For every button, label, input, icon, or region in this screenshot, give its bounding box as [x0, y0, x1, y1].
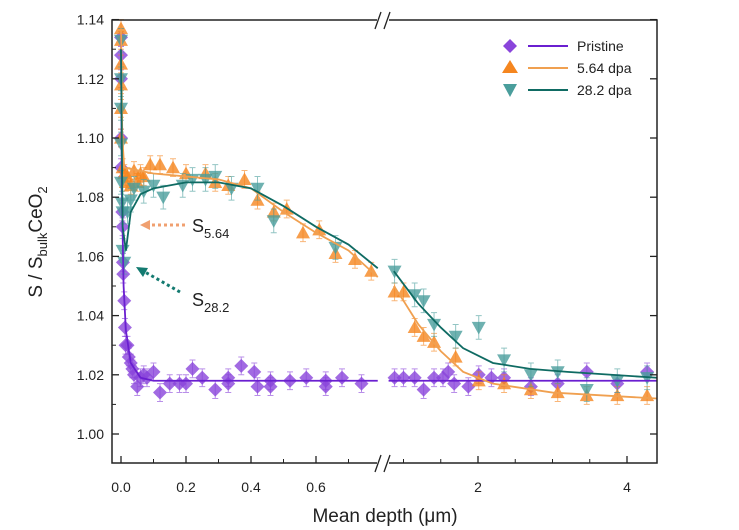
data-point-up [427, 335, 442, 348]
axis-break-bottom [374, 454, 391, 473]
series-5-64-dpa [114, 19, 655, 405]
data-point-diamond [208, 382, 223, 397]
data-point-down [497, 354, 512, 367]
plot-frame [111, 19, 658, 464]
data-point-diamond [447, 376, 462, 391]
axes: 1.00 1.02 1.04 1.06 1.08 1.10 1.12 1.14 0.0 0.2 0.… [77, 12, 657, 495]
y-tick-label: 1.04 [77, 308, 104, 324]
data-point-diamond [335, 370, 349, 385]
data-point-up [448, 350, 463, 363]
data-point-diamond [234, 358, 249, 373]
data-point-diamond [146, 364, 161, 379]
legend-item-pristine: Pristine [503, 38, 624, 54]
data-point-down [198, 173, 213, 187]
data-point-down [640, 372, 655, 385]
y-tick-label: 1.10 [77, 130, 104, 146]
data-point-down [579, 384, 594, 397]
data-point-diamond [579, 364, 594, 379]
svg-text:Pristine: Pristine [577, 38, 624, 54]
data-point-diamond [299, 370, 314, 385]
data-point-diamond [250, 379, 265, 394]
data-point-diamond [153, 385, 167, 400]
data-point-up [640, 388, 655, 402]
y-tick-label: 1.14 [77, 12, 104, 28]
data-point-diamond [407, 370, 422, 385]
data-point-down [146, 179, 161, 193]
annotation-s564: S5.64 [140, 216, 229, 241]
data-point-diamond [195, 370, 210, 385]
y-tick-label: 1.00 [77, 426, 104, 442]
legend-item-564dpa: 5.64 dpa [502, 60, 632, 76]
y-axis-label: S / SbulkCeO2 [26, 186, 50, 297]
data-point-up [348, 252, 362, 265]
data-point-diamond [416, 382, 431, 397]
series-28-2-dpa [114, 27, 655, 402]
data-point-down [117, 256, 132, 270]
y-tick-label: 1.02 [77, 367, 104, 383]
svg-text:S5.64: S5.64 [192, 216, 229, 241]
axis-break-top [374, 11, 391, 30]
data-point-diamond [247, 364, 262, 379]
fit-line [393, 285, 657, 400]
data-point-up [296, 225, 310, 239]
plot-marks [114, 19, 657, 405]
data-point-up [237, 172, 252, 186]
x-tick-label: 4 [623, 479, 631, 495]
data-point-diamond [185, 361, 200, 376]
data-point-up [610, 388, 625, 402]
svg-text:S28.2: S28.2 [192, 290, 229, 315]
data-point-down [250, 182, 265, 196]
fit-line [120, 49, 379, 269]
data-point-down [471, 321, 486, 335]
y-tick-label: 1.12 [77, 71, 104, 87]
data-point-down [208, 170, 223, 184]
legend-item-282dpa: 28.2 dpa [503, 82, 632, 98]
data-point-diamond [461, 379, 476, 394]
x-axis-label: Mean depth (μm) [312, 506, 457, 527]
x-tick-label: 2 [474, 479, 482, 495]
svg-text:28.2 dpa: 28.2 dpa [577, 82, 632, 98]
legend: Pristine 5.64 dpa 28.2 dpa [502, 38, 632, 98]
data-point-up [153, 157, 167, 171]
data-point-diamond [441, 364, 456, 379]
data-point-down [156, 191, 171, 205]
svg-text:5.64 dpa: 5.64 dpa [577, 60, 632, 76]
data-point-diamond [354, 376, 369, 391]
data-point-up [416, 329, 431, 342]
data-point-down [550, 366, 565, 379]
data-point-diamond [318, 379, 333, 394]
data-point-down [523, 369, 538, 382]
data-point-up [166, 160, 180, 174]
data-point-down [427, 318, 442, 332]
data-point-diamond [263, 379, 278, 394]
fit-line [120, 34, 378, 382]
fit-line [393, 270, 657, 379]
y-tick-label: 1.06 [77, 248, 104, 264]
data-point-up [143, 157, 158, 171]
data-point-down [416, 295, 431, 308]
annotation-s282: S28.2 [136, 267, 229, 315]
x-tick-label: 0.0 [111, 479, 131, 495]
data-point-up [550, 385, 565, 399]
data-point-up [114, 21, 128, 35]
data-point-up [136, 169, 151, 183]
series-pristine [114, 27, 655, 402]
data-point-down [448, 330, 463, 344]
data-point-down [407, 289, 422, 302]
fit-line [120, 28, 379, 278]
x-tick-label: 0.4 [241, 479, 261, 495]
data-point-up [407, 320, 422, 334]
x-tick-label: 0.2 [176, 479, 196, 495]
data-point-up [387, 284, 402, 298]
x-tick-label: 0.6 [306, 479, 326, 495]
y-tick-label: 1.08 [77, 189, 104, 205]
data-point-down [266, 215, 281, 228]
